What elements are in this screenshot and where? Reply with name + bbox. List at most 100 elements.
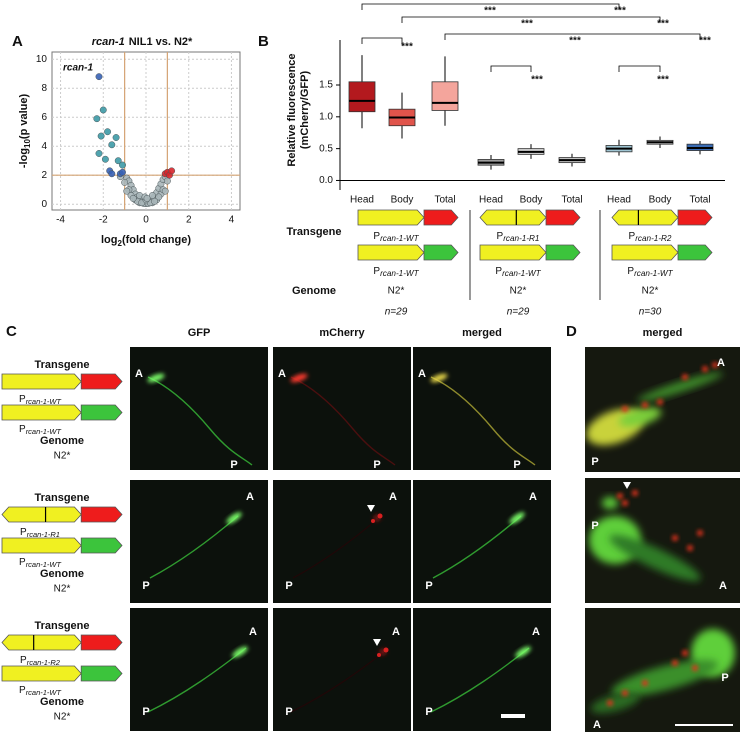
text-part: rcan-1-WT — [26, 688, 62, 697]
volcano-plot: -4 -2 0 2 4 0 2 4 6 8 10 rcan-1 rcan-1 NIL1 vs. N2* lo… — [18, 36, 241, 248]
red-spot — [642, 402, 648, 408]
red-spot — [672, 660, 678, 666]
reporter — [545, 209, 581, 226]
strain: N2* — [642, 286, 659, 297]
posterior-label: P — [142, 580, 149, 592]
micrograph: AP — [413, 608, 551, 731]
text-part: rcan-1-WT — [380, 269, 420, 278]
construct — [1, 665, 123, 682]
data-point — [143, 194, 151, 202]
red-spot — [632, 490, 638, 496]
y-tick-label: 8 — [41, 83, 47, 94]
construct — [357, 209, 459, 226]
worm-body — [147, 376, 253, 466]
y-tick-label: 1.5 — [319, 80, 333, 91]
significance-bracket — [401, 16, 661, 23]
anterior-label: A — [418, 368, 426, 380]
x-tick-label: Total — [689, 195, 710, 206]
text-part: -log — [18, 148, 30, 168]
text-part: NIL1 vs. N2* — [129, 36, 193, 48]
promoter — [1, 634, 82, 651]
promoter-label: Prcan-1-WT — [495, 266, 541, 279]
reporter — [80, 537, 123, 554]
promoter-label: Prcan-1-WT — [19, 424, 61, 436]
red-spot — [657, 399, 663, 405]
data-point — [114, 157, 122, 165]
row-label: Transgene — [34, 492, 89, 504]
promoter-label: Prcan-1-R1 — [497, 231, 540, 244]
data-point — [129, 194, 137, 202]
text-part: P — [627, 266, 634, 277]
row-label: Transgene — [34, 359, 89, 371]
worm-head — [232, 646, 248, 658]
text-part: P — [629, 231, 636, 242]
micrograph-bg — [273, 347, 411, 470]
significance-label: *** — [531, 75, 543, 86]
construct — [357, 244, 459, 261]
text-part: rcan-1-R2 — [635, 234, 672, 243]
x-tick-label: 4 — [229, 215, 235, 226]
micrograph: AP — [273, 608, 411, 731]
panel-label: B — [258, 33, 269, 50]
posterior-label: P — [230, 459, 237, 471]
tissue — [637, 372, 723, 402]
text-part: (p value) — [18, 94, 30, 140]
y-tick-label: 10 — [36, 54, 48, 65]
x-tick-label: Head — [350, 195, 374, 206]
posterior-label: P — [721, 672, 728, 684]
arrowhead — [623, 482, 631, 489]
red-spot — [383, 647, 389, 653]
red-spot — [607, 700, 613, 706]
significance-bracket — [618, 65, 661, 72]
text-part: (mCherry/GFP) — [299, 71, 311, 150]
promoter — [1, 506, 82, 523]
red-spot — [697, 530, 703, 536]
row-label: Transgene — [34, 620, 89, 632]
y-tick-label: 0.5 — [319, 143, 333, 154]
micrograph: AP — [585, 608, 740, 732]
micrograph: AP — [585, 478, 740, 603]
posterior-label: P — [513, 459, 520, 471]
y-axis-label: -log10(p value) — [18, 94, 32, 169]
construct — [1, 506, 123, 523]
text-part: rcan-1-WT — [634, 269, 674, 278]
significance-bracket — [361, 3, 620, 10]
data-point — [163, 177, 171, 185]
reporter — [80, 506, 123, 523]
x-tick-label: Body — [520, 195, 543, 206]
worm-body — [430, 376, 536, 466]
text-part: rcan-1-WT — [26, 397, 62, 406]
tissue — [609, 535, 701, 581]
worm-head — [290, 373, 308, 383]
reporter — [423, 244, 459, 261]
box — [348, 81, 376, 113]
text-part: rcan-1-R1 — [27, 530, 60, 539]
micrograph-bg — [413, 480, 551, 603]
reporter — [80, 404, 123, 421]
promoter-label: Prcan-1-R2 — [629, 231, 672, 244]
promoter — [357, 209, 425, 226]
promoter — [1, 665, 82, 682]
red-spot — [687, 545, 693, 551]
text-part: P — [19, 424, 26, 435]
box — [431, 81, 459, 111]
text-part: 2 — [117, 239, 122, 248]
micrograph-bg — [413, 347, 551, 470]
data-point — [101, 155, 109, 163]
y-tick-label: 6 — [41, 112, 47, 123]
data-point — [155, 193, 163, 201]
arrowhead — [373, 639, 381, 646]
data-point — [119, 161, 126, 169]
significance-label: *** — [657, 75, 669, 86]
text-part: P — [495, 266, 502, 277]
anterior-label: A — [593, 719, 601, 731]
worm-body — [292, 515, 382, 579]
red-spot — [702, 366, 708, 372]
significance-label: *** — [569, 36, 581, 47]
text-part: P — [20, 655, 27, 666]
micrograph: AP — [130, 480, 268, 603]
y-tick-label: 4 — [41, 141, 47, 152]
data-point — [121, 179, 129, 186]
column-header: GFP — [188, 327, 211, 339]
